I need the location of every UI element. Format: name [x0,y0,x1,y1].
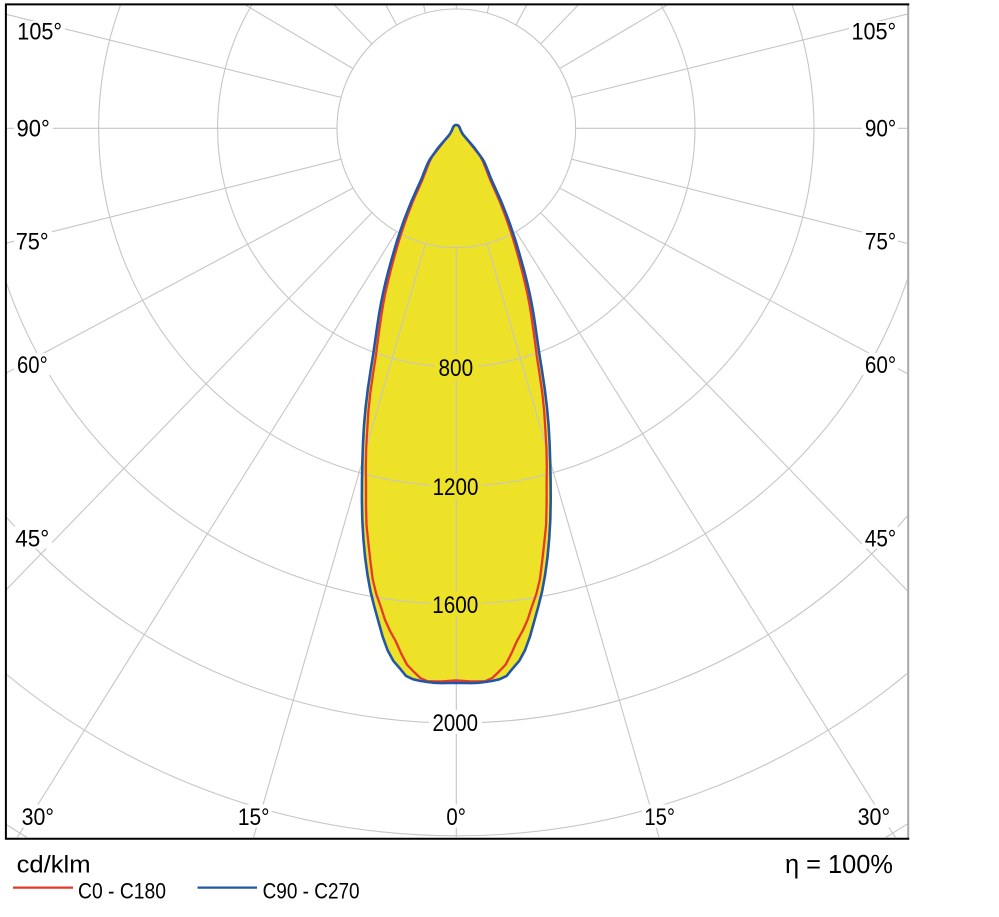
svg-text:60°: 60° [865,352,896,379]
svg-text:C0 - C180: C0 - C180 [78,878,166,903]
svg-text:90°: 90° [865,116,896,143]
svg-text:cd/klm: cd/klm [17,852,91,879]
svg-text:30°: 30° [22,804,54,831]
svg-text:105°: 105° [852,19,897,46]
svg-text:60°: 60° [17,352,48,379]
svg-text:90°: 90° [17,116,50,143]
svg-text:15°: 15° [238,804,270,831]
svg-text:105°: 105° [17,19,62,46]
svg-text:30°: 30° [858,804,891,831]
svg-text:45°: 45° [15,526,49,553]
svg-text:0°: 0° [446,804,466,831]
svg-text:η = 100%: η = 100% [785,851,893,879]
svg-text:1600: 1600 [432,592,478,619]
svg-text:1200: 1200 [433,474,479,501]
svg-text:2000: 2000 [433,710,479,737]
svg-text:800: 800 [439,355,474,382]
svg-text:15°: 15° [644,804,675,831]
svg-text:75°: 75° [865,229,896,256]
svg-text:75°: 75° [16,229,49,256]
svg-text:45°: 45° [865,526,896,553]
svg-text:C90 - C270: C90 - C270 [263,878,360,903]
